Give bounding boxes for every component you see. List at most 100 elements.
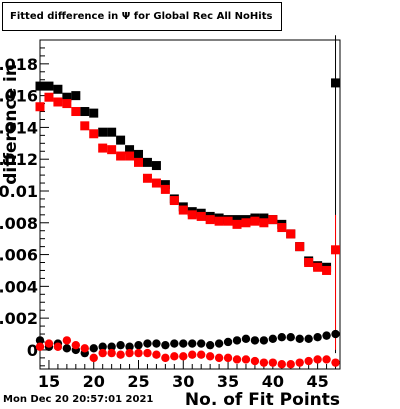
data-point bbox=[259, 218, 269, 228]
data-point bbox=[89, 344, 98, 353]
data-point bbox=[232, 336, 242, 345]
data-point bbox=[187, 210, 197, 220]
data-point bbox=[223, 216, 233, 226]
data-point bbox=[125, 151, 135, 161]
data-point bbox=[268, 358, 278, 367]
x-tick-label: 45 bbox=[306, 372, 328, 391]
x-tick-label: 15 bbox=[38, 372, 60, 391]
data-point bbox=[53, 342, 63, 351]
data-point bbox=[304, 356, 313, 366]
data-point bbox=[44, 339, 54, 348]
series-2 bbox=[35, 92, 341, 350]
data-point bbox=[277, 333, 286, 342]
data-point bbox=[125, 145, 135, 155]
data-point bbox=[169, 196, 179, 206]
data-point bbox=[142, 173, 152, 183]
data-point bbox=[134, 340, 143, 350]
data-point bbox=[223, 353, 233, 363]
data-point bbox=[35, 81, 45, 91]
data-point bbox=[35, 102, 45, 112]
data-point bbox=[286, 333, 295, 342]
footer-date: Mon Dec 20 20:57:01 2021 bbox=[3, 394, 154, 405]
data-point bbox=[304, 334, 313, 344]
y-tick-label: 0.014 bbox=[0, 118, 38, 137]
y-tick-label: 0.018 bbox=[0, 55, 38, 74]
data-point bbox=[295, 242, 305, 252]
data-point bbox=[80, 344, 89, 353]
data-point bbox=[71, 107, 81, 117]
y-tick-label: 0.012 bbox=[0, 150, 38, 169]
data-point bbox=[107, 342, 116, 351]
data-point bbox=[98, 127, 108, 137]
data-point bbox=[125, 348, 134, 358]
data-point bbox=[205, 215, 215, 225]
data-point bbox=[71, 91, 81, 101]
data-point bbox=[331, 78, 341, 88]
y-tick-label: 0.016 bbox=[0, 87, 38, 106]
chart-title-box: Fitted difference in Ψ for Global Rec Al… bbox=[2, 2, 282, 31]
data-point bbox=[107, 127, 117, 137]
data-point bbox=[331, 329, 340, 339]
data-point bbox=[134, 157, 144, 167]
data-point bbox=[268, 334, 278, 344]
data-point bbox=[161, 353, 170, 363]
data-point bbox=[89, 108, 99, 118]
data-point bbox=[107, 145, 117, 155]
data-point bbox=[268, 215, 278, 225]
data-point bbox=[53, 97, 63, 107]
series-3 bbox=[35, 329, 340, 358]
data-point bbox=[295, 358, 304, 367]
data-point bbox=[259, 213, 269, 223]
data-point bbox=[286, 360, 295, 369]
data-point bbox=[286, 229, 296, 239]
x-axis-title: No. of Fit Points bbox=[185, 390, 340, 409]
data-point bbox=[250, 216, 260, 226]
data-point bbox=[62, 344, 72, 353]
data-point bbox=[80, 121, 90, 131]
data-point bbox=[232, 215, 242, 225]
data-point bbox=[151, 178, 161, 188]
data-point bbox=[250, 336, 260, 345]
data-point bbox=[98, 348, 107, 358]
data-point bbox=[35, 342, 45, 351]
data-point bbox=[107, 348, 116, 358]
data-point bbox=[250, 356, 260, 366]
data-point bbox=[152, 339, 161, 348]
data-point bbox=[322, 355, 331, 364]
data-point bbox=[142, 157, 152, 167]
data-point bbox=[80, 107, 90, 117]
data-point bbox=[134, 149, 144, 159]
data-point bbox=[313, 355, 322, 364]
data-point bbox=[322, 265, 332, 275]
data-point bbox=[62, 92, 72, 102]
y-axis-title: difference in bbox=[1, 64, 21, 185]
y-tick-label: 0.002 bbox=[0, 309, 38, 328]
data-point bbox=[160, 184, 170, 194]
data-point bbox=[304, 258, 314, 268]
data-point bbox=[134, 348, 143, 358]
data-point bbox=[151, 161, 161, 171]
data-point bbox=[116, 151, 126, 161]
data-point bbox=[214, 339, 224, 348]
data-point bbox=[44, 81, 54, 91]
data-point bbox=[62, 99, 72, 109]
data-point bbox=[71, 340, 81, 350]
data-point bbox=[259, 358, 269, 367]
data-point bbox=[205, 352, 215, 361]
data-point bbox=[196, 350, 206, 359]
data-point bbox=[89, 353, 98, 363]
data-point bbox=[44, 92, 54, 102]
data-point bbox=[53, 84, 63, 94]
data-point bbox=[116, 350, 125, 359]
series-4 bbox=[35, 336, 340, 369]
data-point bbox=[223, 337, 233, 347]
data-point bbox=[232, 219, 242, 229]
data-point bbox=[62, 336, 72, 345]
data-point bbox=[98, 342, 107, 351]
data-point bbox=[179, 352, 188, 361]
data-point bbox=[161, 340, 170, 350]
data-point bbox=[214, 216, 224, 226]
data-point bbox=[277, 360, 286, 369]
data-point bbox=[322, 331, 331, 340]
